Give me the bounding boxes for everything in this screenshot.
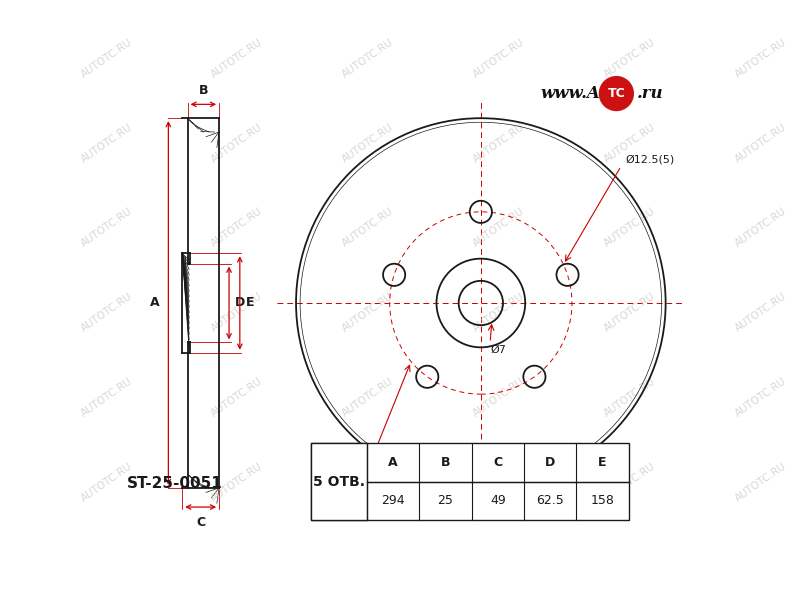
Text: 5 ОТВ.: 5 ОТВ. bbox=[313, 475, 365, 488]
Text: Ø7: Ø7 bbox=[490, 344, 506, 355]
Text: AUTOTC.RU: AUTOTC.RU bbox=[734, 376, 788, 419]
Text: C: C bbox=[196, 516, 205, 529]
Text: AUTOTC.RU: AUTOTC.RU bbox=[210, 206, 265, 249]
Text: AUTOTC.RU: AUTOTC.RU bbox=[602, 461, 658, 503]
Text: AUTOTC.RU: AUTOTC.RU bbox=[79, 206, 134, 249]
Text: AUTOTC.RU: AUTOTC.RU bbox=[734, 122, 788, 164]
Text: Ø12.5(5): Ø12.5(5) bbox=[625, 155, 674, 164]
Text: AUTOTC.RU: AUTOTC.RU bbox=[472, 122, 526, 164]
Text: C: C bbox=[494, 456, 502, 469]
Text: 294: 294 bbox=[382, 494, 405, 508]
Text: AUTOTC.RU: AUTOTC.RU bbox=[341, 291, 396, 334]
Text: ST-25-0051: ST-25-0051 bbox=[127, 476, 223, 491]
Text: E: E bbox=[246, 296, 254, 310]
Text: D: D bbox=[235, 296, 246, 310]
Text: 62.5: 62.5 bbox=[536, 494, 564, 508]
Text: D: D bbox=[545, 456, 555, 469]
Text: AUTOTC.RU: AUTOTC.RU bbox=[341, 206, 396, 249]
Text: AUTOTC.RU: AUTOTC.RU bbox=[341, 37, 396, 80]
Text: B: B bbox=[441, 456, 450, 469]
Text: A: A bbox=[388, 456, 398, 469]
Text: AUTOTC.RU: AUTOTC.RU bbox=[341, 461, 396, 503]
Text: B: B bbox=[198, 83, 208, 97]
Text: AUTOTC.RU: AUTOTC.RU bbox=[210, 461, 265, 503]
Text: AUTOTC.RU: AUTOTC.RU bbox=[602, 376, 658, 419]
Text: AUTOTC.RU: AUTOTC.RU bbox=[602, 206, 658, 249]
Text: AUTOTC.RU: AUTOTC.RU bbox=[79, 376, 134, 419]
Text: AUTOTC.RU: AUTOTC.RU bbox=[602, 122, 658, 164]
Text: TC: TC bbox=[607, 87, 626, 100]
Text: AUTOTC.RU: AUTOTC.RU bbox=[79, 122, 134, 164]
Text: E: E bbox=[598, 456, 606, 469]
Text: AUTOTC.RU: AUTOTC.RU bbox=[79, 461, 134, 503]
Text: AUTOTC.RU: AUTOTC.RU bbox=[734, 461, 788, 503]
Text: AUTOTC.RU: AUTOTC.RU bbox=[79, 37, 134, 80]
Text: www.Auto: www.Auto bbox=[541, 85, 631, 102]
Bar bbox=[311, 443, 367, 520]
Text: AUTOTC.RU: AUTOTC.RU bbox=[210, 376, 265, 419]
Text: AUTOTC.RU: AUTOTC.RU bbox=[472, 376, 526, 419]
Text: AUTOTC.RU: AUTOTC.RU bbox=[472, 37, 526, 80]
Text: AUTOTC.RU: AUTOTC.RU bbox=[341, 122, 396, 164]
Text: 49: 49 bbox=[490, 494, 506, 508]
Text: AUTOTC.RU: AUTOTC.RU bbox=[472, 291, 526, 334]
Text: AUTOTC.RU: AUTOTC.RU bbox=[734, 37, 788, 80]
Text: AUTOTC.RU: AUTOTC.RU bbox=[210, 122, 265, 164]
Text: AUTOTC.RU: AUTOTC.RU bbox=[472, 206, 526, 249]
Text: A: A bbox=[150, 296, 159, 310]
Text: AUTOTC.RU: AUTOTC.RU bbox=[602, 291, 658, 334]
Text: 25: 25 bbox=[438, 494, 454, 508]
Text: AUTOTC.RU: AUTOTC.RU bbox=[472, 461, 526, 503]
Text: .ru: .ru bbox=[636, 85, 663, 102]
Text: Ø108: Ø108 bbox=[347, 461, 377, 471]
Circle shape bbox=[599, 77, 634, 110]
Text: AUTOTC.RU: AUTOTC.RU bbox=[210, 291, 265, 334]
Bar bbox=[311, 443, 629, 520]
Text: AUTOTC.RU: AUTOTC.RU bbox=[734, 291, 788, 334]
Text: AUTOTC.RU: AUTOTC.RU bbox=[79, 291, 134, 334]
Text: AUTOTC.RU: AUTOTC.RU bbox=[341, 376, 396, 419]
Text: AUTOTC.RU: AUTOTC.RU bbox=[602, 37, 658, 80]
Text: 158: 158 bbox=[590, 494, 614, 508]
Text: AUTOTC.RU: AUTOTC.RU bbox=[734, 206, 788, 249]
Text: AUTOTC.RU: AUTOTC.RU bbox=[210, 37, 265, 80]
